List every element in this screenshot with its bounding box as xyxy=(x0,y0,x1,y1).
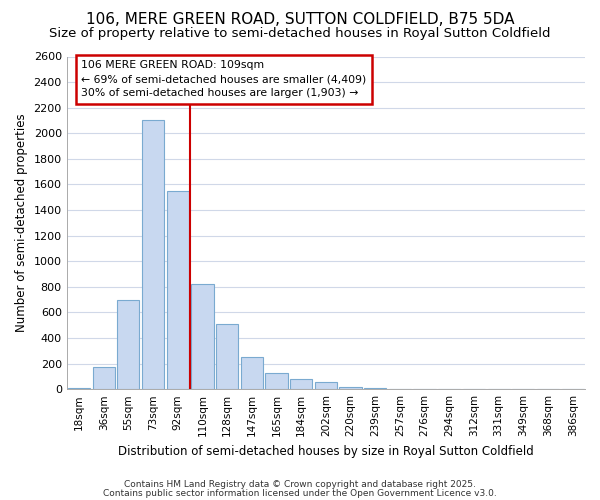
Bar xyxy=(191,284,214,389)
Y-axis label: Number of semi-detached properties: Number of semi-detached properties xyxy=(15,114,28,332)
Bar xyxy=(92,367,115,389)
Text: Contains HM Land Registry data © Crown copyright and database right 2025.: Contains HM Land Registry data © Crown c… xyxy=(124,480,476,489)
Text: 106, MERE GREEN ROAD, SUTTON COLDFIELD, B75 5DA: 106, MERE GREEN ROAD, SUTTON COLDFIELD, … xyxy=(86,12,514,28)
Bar xyxy=(340,386,362,389)
Bar xyxy=(315,382,337,389)
Bar xyxy=(117,300,139,389)
Text: Size of property relative to semi-detached houses in Royal Sutton Coldfield: Size of property relative to semi-detach… xyxy=(49,28,551,40)
Bar xyxy=(167,191,189,389)
Bar xyxy=(364,388,386,389)
Bar xyxy=(142,120,164,389)
Bar xyxy=(265,372,287,389)
X-axis label: Distribution of semi-detached houses by size in Royal Sutton Coldfield: Distribution of semi-detached houses by … xyxy=(118,444,534,458)
Text: 106 MERE GREEN ROAD: 109sqm
← 69% of semi-detached houses are smaller (4,409)
30: 106 MERE GREEN ROAD: 109sqm ← 69% of sem… xyxy=(81,60,366,98)
Bar xyxy=(68,388,90,389)
Bar xyxy=(290,379,312,389)
Bar xyxy=(241,356,263,389)
Text: Contains public sector information licensed under the Open Government Licence v3: Contains public sector information licen… xyxy=(103,488,497,498)
Bar xyxy=(216,324,238,389)
